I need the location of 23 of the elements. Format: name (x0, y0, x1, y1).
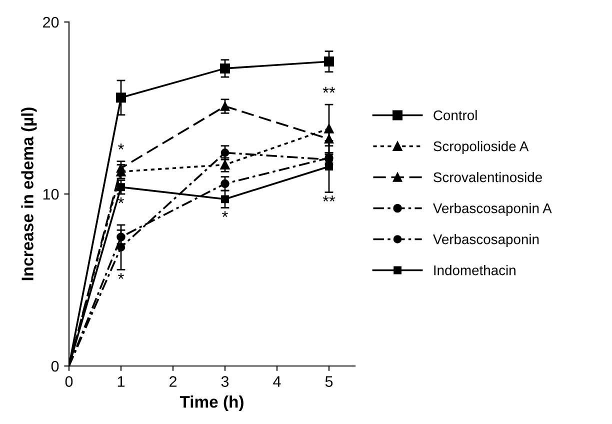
legend-label: Scropolioside A (434, 141, 529, 154)
y-tick-label: 20 (43, 16, 59, 28)
x-tick-label: 3 (221, 376, 229, 387)
annotation: * (118, 273, 124, 279)
x-tick-label: 5 (325, 376, 333, 387)
legend-label: Scrovalentinoside (434, 172, 542, 182)
legend-label: Verbascosaponin (433, 234, 539, 247)
x-tick-label: 0 (65, 376, 73, 387)
annotation: * (118, 144, 124, 150)
x-axis-title: Time (h) (180, 396, 244, 412)
x-tick-label: 4 (273, 376, 281, 387)
x-tick-label: 2 (170, 376, 176, 387)
legend-label: Control (434, 110, 477, 120)
y-tick-label: 10 (43, 188, 59, 200)
x-tick-label: 1 (118, 376, 125, 387)
legend-label: Indomethacin (434, 265, 516, 276)
annotation: * (222, 211, 228, 217)
annotation: ** (322, 86, 336, 93)
annotation: ** (322, 196, 336, 202)
legend-label: Verbascosaponin A (433, 203, 552, 216)
y-axis-title: Increase in edema (µl) (21, 108, 37, 280)
y-tick-label: 0 (51, 360, 59, 372)
annotation: * (118, 197, 124, 204)
